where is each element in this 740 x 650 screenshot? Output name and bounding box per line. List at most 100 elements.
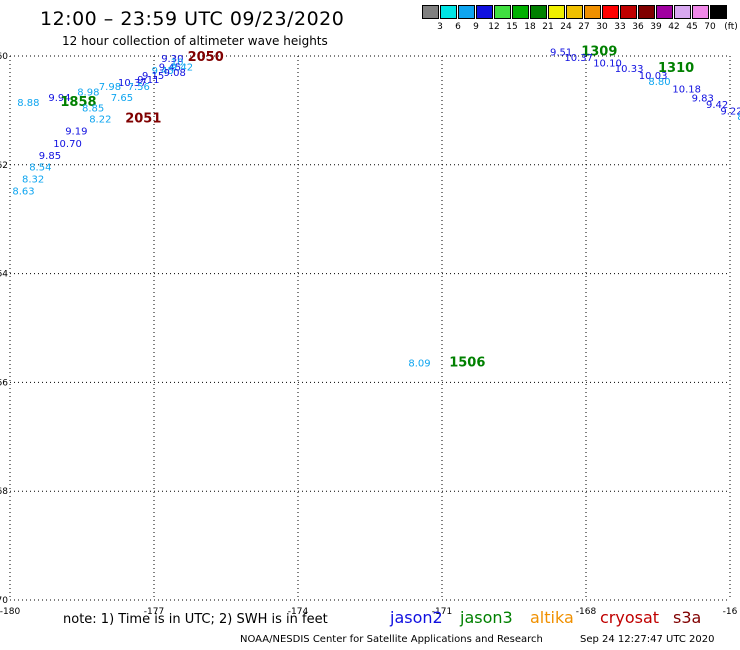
colorbar-label: 33 xyxy=(614,22,626,32)
colorbar-label: 70 xyxy=(704,22,716,32)
wave-height-label: 9.11 xyxy=(137,75,159,86)
lon-tick-label: -16 xyxy=(723,607,738,617)
wave-height-label: 8.32 xyxy=(22,174,44,185)
wave-height-label: 9.15 xyxy=(142,71,164,82)
colorbar-label: 21 xyxy=(542,22,554,32)
colorbar-swatch xyxy=(692,5,709,19)
colorbar-label: 30 xyxy=(596,22,608,32)
wave-height-label: 8.22 xyxy=(89,115,111,126)
colorbar-label: 27 xyxy=(578,22,590,32)
legend-item-altika: altika xyxy=(530,608,574,627)
colorbar-label: 36 xyxy=(632,22,644,32)
colorbar-swatch xyxy=(656,5,673,19)
wave-height-label: 9.42 xyxy=(706,100,728,111)
lon-tick-label: -174 xyxy=(288,607,309,617)
wave-height-label: 9.45 xyxy=(159,62,181,73)
lon-tick-label: -171 xyxy=(432,607,452,617)
colorbar-label: 45 xyxy=(686,22,698,32)
wave-height-label: 9.85 xyxy=(39,151,61,162)
wave-height-label: 9.19 xyxy=(65,127,87,138)
legend-item-cryosat: cryosat xyxy=(600,608,660,627)
wave-height-label: 7.65 xyxy=(111,93,133,104)
wave-height-label: 9.30 xyxy=(161,54,183,65)
wave-height-label: 9.94 xyxy=(48,93,70,104)
colorbar-label: 39 xyxy=(650,22,662,32)
colorbar-label: 18 xyxy=(524,22,536,32)
wave-height-label: 10. xyxy=(171,57,187,68)
colorbar-swatch xyxy=(512,5,529,19)
colorbar-label: 42 xyxy=(668,22,680,32)
legend-item-s3a: s3a xyxy=(673,608,702,627)
lat-tick-label: -64 xyxy=(0,270,8,280)
lon-tick-label: -168 xyxy=(576,607,597,617)
legend-item-jason2: jason2 xyxy=(390,608,443,627)
pass-time-label: 1310 xyxy=(658,61,694,76)
colorbar-swatch xyxy=(566,5,583,19)
lat-tick-label: -62 xyxy=(0,161,8,171)
colorbar-label: 9 xyxy=(473,22,479,32)
wave-height-label: 7.98 xyxy=(99,82,121,93)
lat-tick-label: -68 xyxy=(0,487,8,497)
wave-height-label: 9.42 xyxy=(171,62,193,73)
wave-height-label: 8.54 xyxy=(29,162,51,173)
wave-height-label: 9.51 xyxy=(550,48,572,59)
wave-height-label: 8.88 xyxy=(17,98,39,109)
wave-height-label: 9.45 xyxy=(152,66,174,77)
colorbar-unit: (ft) xyxy=(724,22,738,32)
colorbar-swatch xyxy=(422,5,439,19)
generation-timestamp: Sep 24 12:27:47 UTC 2020 xyxy=(580,634,715,645)
legend-item-jason3: jason3 xyxy=(460,608,513,627)
wave-height-label: 9.22 xyxy=(720,106,740,117)
colorbar-swatch xyxy=(710,5,727,19)
lat-lon-grid xyxy=(9,55,731,601)
wave-height-label: 8.09 xyxy=(408,358,430,369)
wave-height-label: 10.10 xyxy=(593,59,622,70)
wave-height-label: 10.33 xyxy=(615,64,644,75)
colorbar-label: 24 xyxy=(560,22,572,32)
pass-time-label: 2051 xyxy=(125,112,161,127)
lat-tick-label: -60 xyxy=(0,52,8,62)
pass-time-label: 1309 xyxy=(581,45,617,60)
colorbar-label: 6 xyxy=(455,22,461,32)
colorbar-swatch xyxy=(548,5,565,19)
colorbar-swatch xyxy=(620,5,637,19)
lat-tick-label: -70 xyxy=(0,596,8,606)
colorbar-label: 3 xyxy=(437,22,443,32)
wave-height-label: 9.08 xyxy=(164,68,186,79)
lon-tick-label: -177 xyxy=(144,607,164,617)
colorbar-label: 15 xyxy=(506,22,518,32)
pass-time-label: 1506 xyxy=(449,355,485,370)
colorbar-swatch xyxy=(440,5,457,19)
colorbar-swatch xyxy=(458,5,475,19)
wave-height-label: 10.37 xyxy=(118,78,147,89)
colorbar-swatch xyxy=(674,5,691,19)
wave-height-label: 8.36 xyxy=(737,112,740,123)
wave-height-label: 7.56 xyxy=(128,82,150,93)
colorbar-swatch xyxy=(584,5,601,19)
wave-height-label: 8.63 xyxy=(12,186,34,197)
wave-height-label: 10.70 xyxy=(53,139,82,150)
colorbar-label: 12 xyxy=(488,22,500,32)
footnote: note: 1) Time is in UTC; 2) SWH is in fe… xyxy=(63,612,328,627)
pass-time-label: 1858 xyxy=(60,95,96,110)
colorbar-swatch xyxy=(530,5,547,19)
map-subtitle: 12 hour collection of altimeter wave hei… xyxy=(62,34,328,48)
wave-height-label: 10.18 xyxy=(672,85,701,96)
map-title: 12:00 – 23:59 UTC 09/23/2020 xyxy=(40,8,345,30)
colorbar-swatch xyxy=(494,5,511,19)
colorbar-swatch xyxy=(602,5,619,19)
credit-line: NOAA/NESDIS Center for Satellite Applica… xyxy=(240,634,543,645)
colorbar-swatch xyxy=(476,5,493,19)
wave-height-label: 8.80 xyxy=(648,77,670,88)
wave-height-label: 10.37 xyxy=(564,53,593,64)
wave-height-label: 8.85 xyxy=(82,104,104,115)
pass-time-label: 2050 xyxy=(188,50,224,65)
lat-tick-label: -66 xyxy=(0,378,8,388)
wave-height-label: 10.03 xyxy=(639,71,668,82)
wave-height-label: 9.83 xyxy=(692,93,714,104)
axis-tick-labels: -180 -177 -174 -171 -168 -16 -60 -62 -64 -66 -68 -7… xyxy=(0,52,738,617)
wave-height-label: 8.98 xyxy=(77,87,99,98)
lon-tick-label: -180 xyxy=(0,607,20,617)
